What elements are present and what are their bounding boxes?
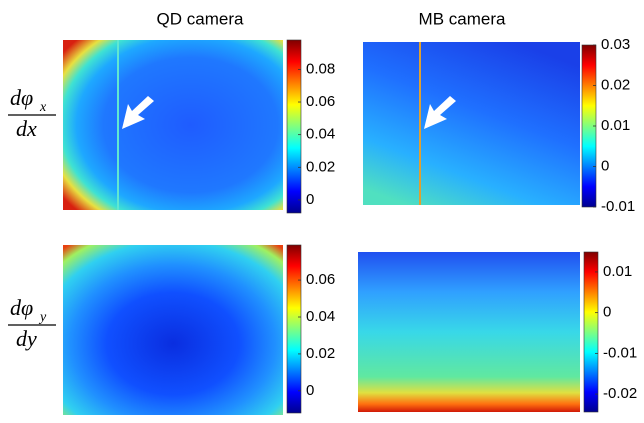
colorbar-tick-label: 0.02: [306, 158, 335, 175]
heatmap: [358, 252, 580, 412]
colorbar-tick-label: 0.06: [306, 93, 335, 110]
heatmap: [363, 42, 580, 205]
heatmap: [63, 245, 283, 415]
colorbar-tick-label: 0.08: [306, 60, 335, 77]
colorbar: [583, 251, 599, 413]
denominator: dy: [16, 326, 37, 351]
colorbar-tick-label: 0.04: [306, 126, 335, 143]
colorbar-tick-label: 0.06: [306, 271, 335, 288]
column-title: MB camera: [419, 9, 506, 28]
colorbar: [286, 39, 302, 214]
arrow: [424, 96, 456, 129]
colorbar-tick-label: -0.01: [601, 198, 635, 215]
colorbar-tick-label: 0.02: [601, 76, 630, 93]
colorbar-tick-label: 0.01: [603, 263, 632, 280]
colorbar-tick-label: -0.02: [603, 385, 637, 402]
colorbar-tick-label: 0: [601, 157, 609, 174]
colorbar: [286, 244, 302, 414]
numerator: dφ: [10, 85, 33, 110]
colorbar-tick-label: 0: [306, 191, 314, 208]
subscript: x: [39, 100, 47, 115]
column-title: QD camera: [157, 9, 244, 28]
colorbar-tick-label: 0.03: [601, 36, 630, 53]
colorbar-tick-label: 0: [603, 304, 611, 321]
heatmap: [63, 40, 283, 210]
row-label: dφ x dx: [8, 85, 56, 141]
colorbar-tick-label: 0: [306, 382, 314, 399]
colorbar-tick-label: 0.02: [306, 345, 335, 362]
arrow: [122, 96, 154, 129]
row-label: dφ y dy: [8, 295, 56, 351]
colorbar-tick-label: 0.04: [306, 308, 335, 325]
numerator: dφ: [10, 295, 33, 320]
colorbar-tick-label: 0.01: [601, 117, 630, 134]
subscript: y: [38, 310, 47, 325]
denominator: dx: [16, 116, 37, 141]
colorbar-tick-label: -0.01: [603, 344, 637, 361]
